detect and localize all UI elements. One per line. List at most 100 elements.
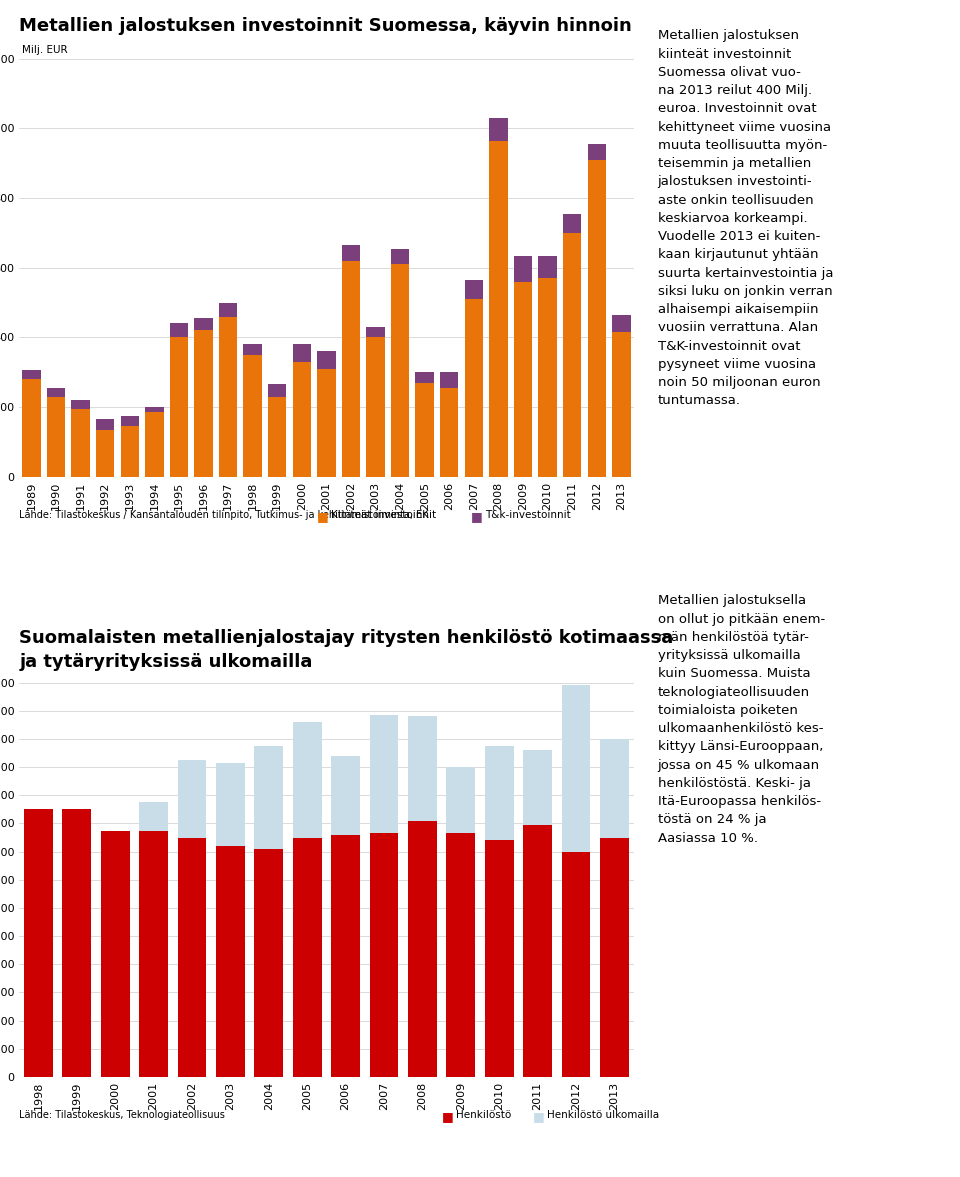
Bar: [485, 840, 514, 1077]
Bar: [440, 388, 459, 477]
Text: noin 50 miljoonan euron: noin 50 miljoonan euron: [658, 377, 820, 390]
Bar: [268, 397, 286, 477]
Bar: [178, 760, 206, 1077]
Text: ■: ■: [317, 510, 328, 523]
Text: Vuodelle 2013 ei kuiten-: Vuodelle 2013 ei kuiten-: [658, 231, 820, 244]
Bar: [244, 345, 262, 354]
Bar: [465, 280, 483, 299]
Text: alhaisempi aikaisempiin: alhaisempi aikaisempiin: [658, 304, 818, 317]
Bar: [490, 118, 508, 141]
Text: keskiarvoa korkeampi.: keskiarvoa korkeampi.: [658, 212, 807, 225]
Bar: [71, 408, 90, 477]
Text: Lähde: Tilastokeskus / Kansantalouden tilinpito, Tutkimus- ja kehittämistoiminta: Lähde: Tilastokeskus / Kansantalouden ti…: [19, 510, 429, 519]
Bar: [194, 331, 213, 477]
Text: ■: ■: [470, 510, 482, 523]
Text: aste onkin teollisuuden: aste onkin teollisuuden: [658, 194, 813, 207]
Bar: [485, 746, 514, 1077]
Text: tuntumassa.: tuntumassa.: [658, 394, 740, 407]
Bar: [24, 810, 53, 1077]
Bar: [121, 426, 139, 477]
Bar: [562, 685, 590, 1077]
Bar: [268, 385, 286, 397]
Bar: [244, 354, 262, 477]
Bar: [367, 327, 385, 338]
Bar: [416, 383, 434, 477]
Text: T&K-investoinnit ovat: T&K-investoinnit ovat: [658, 339, 800, 353]
Text: Aasiassa 10 %.: Aasiassa 10 %.: [658, 831, 757, 845]
Text: töstä on 24 % ja: töstä on 24 % ja: [658, 813, 766, 826]
Text: ja tytäryrityksissä ulkomailla: ja tytäryrityksissä ulkomailla: [19, 653, 313, 671]
Text: kiinteät investoinnit: kiinteät investoinnit: [658, 47, 791, 61]
Text: kaan kirjautunut yhtään: kaan kirjautunut yhtään: [658, 248, 818, 261]
Bar: [216, 846, 245, 1077]
Text: pysyneet viime vuosina: pysyneet viime vuosina: [658, 358, 816, 371]
Bar: [342, 245, 360, 261]
Text: suurta kertainvestointia ja: suurta kertainvestointia ja: [658, 267, 833, 280]
Bar: [317, 351, 336, 368]
Text: on ollut jo pitkään enem-: on ollut jo pitkään enem-: [658, 612, 825, 626]
Bar: [331, 756, 360, 1077]
Bar: [391, 265, 409, 477]
Bar: [342, 261, 360, 477]
Bar: [370, 833, 398, 1077]
Text: Suomessa olivat vuo-: Suomessa olivat vuo-: [658, 66, 801, 79]
Bar: [254, 746, 283, 1077]
Bar: [62, 810, 91, 1077]
Bar: [612, 314, 631, 332]
Bar: [219, 317, 237, 477]
Text: Metallien jalostuksen investoinnit Suomessa, käyvin hinnoin: Metallien jalostuksen investoinnit Suome…: [19, 18, 632, 35]
Bar: [331, 834, 360, 1077]
Bar: [446, 833, 475, 1077]
Text: henkilöstöstä. Keski- ja: henkilöstöstä. Keski- ja: [658, 777, 810, 790]
Bar: [563, 214, 582, 233]
Bar: [219, 302, 237, 317]
Text: jalostuksen investointi-: jalostuksen investointi-: [658, 175, 812, 188]
Bar: [24, 897, 53, 1077]
Text: na 2013 reilut 400 Milj.: na 2013 reilut 400 Milj.: [658, 85, 812, 98]
Text: kuin Suomessa. Muista: kuin Suomessa. Muista: [658, 667, 810, 680]
Text: yrityksissä ulkomailla: yrityksissä ulkomailla: [658, 650, 801, 663]
Text: ■: ■: [533, 1110, 544, 1123]
Text: T&k-investoinnit: T&k-investoinnit: [485, 510, 570, 519]
Bar: [96, 419, 114, 430]
Bar: [22, 371, 40, 379]
Bar: [317, 368, 336, 477]
Bar: [22, 379, 40, 477]
Text: kittyy Länsi-Eurooppaan,: kittyy Länsi-Eurooppaan,: [658, 740, 823, 753]
Bar: [293, 361, 311, 477]
Bar: [440, 372, 459, 388]
Bar: [465, 299, 483, 477]
Bar: [563, 233, 582, 477]
Bar: [600, 739, 629, 1077]
Bar: [490, 141, 508, 477]
Text: siksi luku on jonkin verran: siksi luku on jonkin verran: [658, 285, 832, 298]
Bar: [216, 763, 245, 1077]
Bar: [293, 722, 322, 1077]
Bar: [539, 278, 557, 477]
Text: Metallien jalostuksella: Metallien jalostuksella: [658, 594, 805, 607]
Bar: [293, 838, 322, 1077]
Text: Henkilöstö ulkomailla: Henkilöstö ulkomailla: [547, 1110, 660, 1119]
Text: Milj. EUR: Milj. EUR: [22, 45, 68, 54]
Text: Henkilöstö: Henkilöstö: [456, 1110, 512, 1119]
Bar: [514, 255, 532, 281]
Bar: [145, 412, 163, 477]
Bar: [539, 255, 557, 278]
Bar: [145, 407, 163, 412]
Bar: [612, 332, 631, 477]
Bar: [391, 248, 409, 265]
Text: Metallien jalostuksen: Metallien jalostuksen: [658, 29, 799, 42]
Text: ■: ■: [442, 1110, 453, 1123]
Bar: [170, 324, 188, 338]
Bar: [101, 900, 130, 1077]
Bar: [170, 338, 188, 477]
Bar: [367, 338, 385, 477]
Text: Itä-Euroopassa henkilös-: Itä-Euroopassa henkilös-: [658, 796, 821, 809]
Bar: [416, 372, 434, 383]
Bar: [47, 397, 65, 477]
Bar: [446, 767, 475, 1077]
Text: euroa. Investoinnit ovat: euroa. Investoinnit ovat: [658, 102, 816, 115]
Bar: [139, 831, 168, 1077]
Bar: [600, 838, 629, 1077]
Text: teknologiateollisuuden: teknologiateollisuuden: [658, 685, 809, 699]
